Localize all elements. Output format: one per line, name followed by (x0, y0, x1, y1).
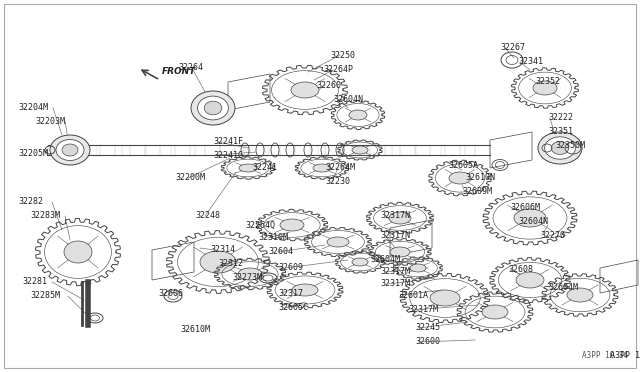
Text: 32264: 32264 (178, 64, 203, 73)
Ellipse shape (191, 91, 235, 125)
Ellipse shape (352, 258, 368, 266)
Ellipse shape (352, 146, 368, 154)
Ellipse shape (62, 144, 78, 156)
Ellipse shape (50, 135, 90, 165)
Text: 32606M: 32606M (510, 203, 540, 212)
Ellipse shape (389, 212, 411, 224)
Text: 32250: 32250 (330, 51, 355, 60)
Text: 32317M: 32317M (408, 305, 438, 314)
Ellipse shape (551, 142, 569, 154)
Ellipse shape (313, 164, 331, 172)
Ellipse shape (238, 268, 262, 280)
Text: 32341: 32341 (518, 58, 543, 67)
Text: 32317N: 32317N (380, 211, 410, 219)
Text: 32241: 32241 (252, 164, 277, 173)
Text: 32204M: 32204M (18, 103, 48, 112)
Ellipse shape (349, 110, 367, 120)
Text: 32270: 32270 (540, 231, 565, 240)
Text: 32230: 32230 (325, 177, 350, 186)
Ellipse shape (538, 132, 582, 164)
Ellipse shape (516, 272, 544, 288)
Text: 32610M: 32610M (180, 326, 210, 334)
Ellipse shape (327, 237, 349, 247)
Text: 32604N: 32604N (333, 96, 363, 105)
Text: 32205M: 32205M (18, 148, 48, 157)
Ellipse shape (449, 172, 471, 184)
Text: 32350M: 32350M (555, 141, 585, 151)
Text: A3PP 10 34: A3PP 10 34 (610, 350, 640, 359)
Text: 32601A: 32601A (398, 291, 428, 299)
Text: 32273M: 32273M (232, 273, 262, 282)
Text: 32351: 32351 (548, 128, 573, 137)
Text: 32600: 32600 (415, 337, 440, 346)
Text: 32604M: 32604M (548, 283, 578, 292)
Text: 32604: 32604 (268, 247, 293, 257)
Ellipse shape (204, 101, 222, 115)
Text: 32317N: 32317N (380, 231, 410, 240)
Text: 32604N: 32604N (518, 218, 548, 227)
Ellipse shape (280, 219, 304, 231)
Ellipse shape (56, 140, 84, 160)
Text: 32245: 32245 (415, 324, 440, 333)
Text: 32267: 32267 (500, 44, 525, 52)
Text: 32317: 32317 (278, 289, 303, 298)
Ellipse shape (545, 137, 575, 159)
Text: 32605C: 32605C (278, 304, 308, 312)
Text: 32317M: 32317M (380, 279, 410, 289)
Text: 32608: 32608 (508, 266, 533, 275)
Ellipse shape (482, 305, 508, 319)
Text: 32264P: 32264P (323, 65, 353, 74)
Ellipse shape (64, 241, 92, 263)
Text: 32282: 32282 (18, 198, 43, 206)
Ellipse shape (567, 288, 593, 302)
Ellipse shape (292, 284, 318, 296)
Text: 32281: 32281 (22, 278, 47, 286)
Ellipse shape (390, 247, 410, 257)
Text: 32222: 32222 (548, 113, 573, 122)
Text: 32260: 32260 (316, 80, 341, 90)
Text: 32200M: 32200M (175, 173, 205, 183)
Text: 32604M: 32604M (370, 256, 400, 264)
Text: 32606: 32606 (158, 289, 183, 298)
Text: 32264M: 32264M (325, 164, 355, 173)
Text: 32285M: 32285M (30, 292, 60, 301)
Text: 32605A: 32605A (448, 160, 478, 170)
Text: FRONT: FRONT (162, 67, 196, 77)
Ellipse shape (291, 82, 319, 98)
Ellipse shape (533, 81, 557, 95)
Text: 32203M: 32203M (35, 116, 65, 125)
Text: 32317M: 32317M (380, 267, 410, 276)
Ellipse shape (198, 96, 228, 120)
Text: 32609: 32609 (278, 263, 303, 273)
Ellipse shape (410, 264, 426, 272)
Ellipse shape (200, 251, 236, 273)
Text: 32312: 32312 (218, 259, 243, 267)
Text: 32264Q: 32264Q (245, 221, 275, 230)
Text: 32241F: 32241F (213, 138, 243, 147)
Text: 32241G: 32241G (213, 151, 243, 160)
Text: 32610N: 32610N (465, 173, 495, 183)
Ellipse shape (430, 290, 460, 306)
Text: 32310M: 32310M (258, 234, 288, 243)
Ellipse shape (239, 164, 257, 172)
Text: 32352: 32352 (535, 77, 560, 87)
Text: 32314: 32314 (210, 246, 235, 254)
Text: 32248: 32248 (195, 212, 220, 221)
Text: 32283M: 32283M (30, 212, 60, 221)
Text: A3PP 10 34: A3PP 10 34 (582, 351, 628, 360)
Text: 32609M: 32609M (462, 187, 492, 196)
Ellipse shape (514, 209, 546, 227)
